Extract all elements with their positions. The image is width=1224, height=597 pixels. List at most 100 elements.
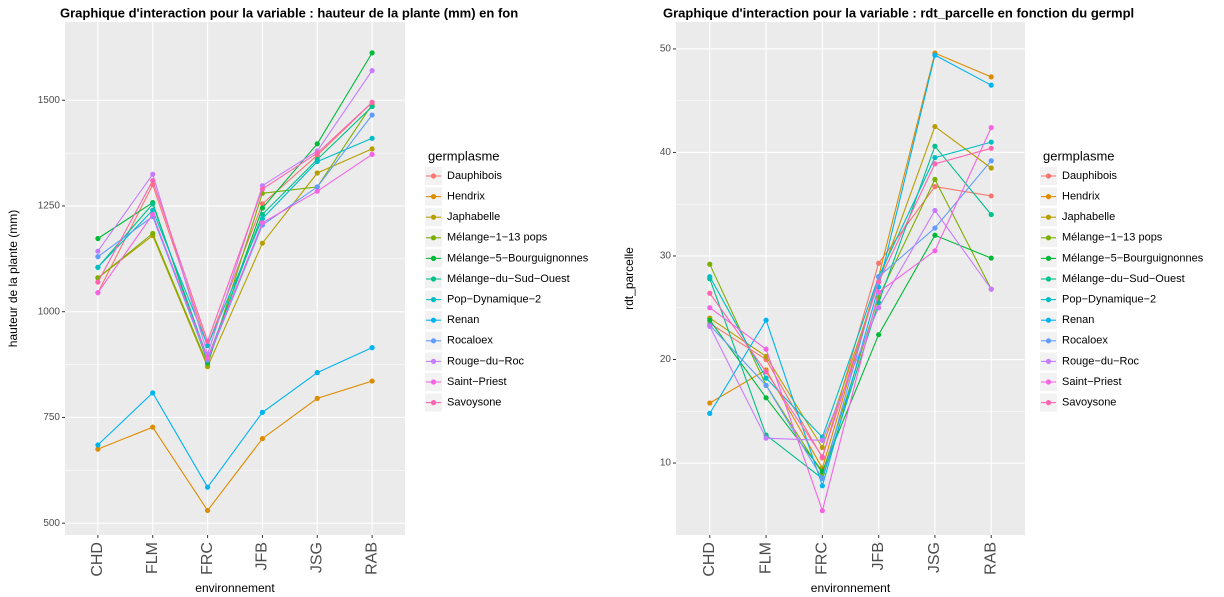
data-point xyxy=(95,290,101,296)
series-line xyxy=(97,70,373,356)
data-point xyxy=(763,353,769,360)
legend-label: Mélange−du−Sud−Ouest xyxy=(447,273,570,285)
data-point xyxy=(150,424,156,430)
data-point xyxy=(707,400,713,406)
series-line xyxy=(97,137,373,347)
legend-label: Mélange−1−13 pops xyxy=(1062,232,1163,244)
data-point xyxy=(763,317,769,323)
y-axis-title: rdt_parcelle xyxy=(622,247,636,310)
data-point xyxy=(369,68,375,74)
data-point xyxy=(988,82,994,88)
series-line xyxy=(709,160,992,480)
data-point xyxy=(876,299,882,306)
chart-title: Graphique d'interaction pour la variable… xyxy=(663,5,1134,20)
legend-key-point xyxy=(430,173,437,179)
series-line xyxy=(709,54,992,488)
data-point xyxy=(707,317,713,323)
data-point xyxy=(819,508,825,514)
y-tick-label: 20 xyxy=(660,354,672,365)
data-point xyxy=(259,435,266,442)
data-point xyxy=(314,184,320,190)
data-point xyxy=(95,279,101,285)
legend-label: Rocaloex xyxy=(1062,335,1108,347)
data-point xyxy=(932,176,938,182)
data-point xyxy=(204,338,211,344)
legend-label: Mélange−1−13 pops xyxy=(447,232,548,244)
data-point xyxy=(314,150,320,156)
chart-title: Graphique d'interaction pour la variable… xyxy=(60,5,518,20)
legend-label: Japhabelle xyxy=(447,211,500,223)
x-tick-label: FLM xyxy=(144,542,161,574)
y-tick-label: 40 xyxy=(660,147,672,158)
x-tick-label: FRC xyxy=(199,542,216,575)
legend-label: Saint−Priest xyxy=(1062,376,1122,388)
data-point xyxy=(707,261,713,267)
data-point xyxy=(988,286,994,292)
legend-label: Hendrix xyxy=(1062,191,1100,203)
data-point xyxy=(988,74,994,80)
data-point xyxy=(932,52,938,58)
data-point xyxy=(150,201,156,207)
data-point xyxy=(988,255,994,261)
legend-key-point xyxy=(1045,235,1052,241)
series-line xyxy=(709,125,992,449)
legend-label: Rocaloex xyxy=(447,335,493,347)
legend-key-point xyxy=(430,358,437,364)
data-point xyxy=(932,207,938,214)
series-line xyxy=(97,380,373,512)
legend-key-point xyxy=(1045,255,1052,261)
x-tick-label: JSG xyxy=(926,542,943,573)
x-tick-label: RAB xyxy=(982,542,999,575)
y-tick-label: 1500 xyxy=(38,95,61,106)
data-point xyxy=(259,216,266,222)
data-point xyxy=(369,378,375,384)
data-point xyxy=(314,395,320,401)
data-point xyxy=(988,139,994,145)
data-point xyxy=(204,507,211,514)
data-point xyxy=(707,290,713,296)
y-tick-label: 10 xyxy=(660,458,672,469)
legend: germplasme Dauphibois Hendrix Japhabelle Mél… xyxy=(425,148,589,412)
y-tick-label: 1000 xyxy=(38,306,61,317)
y-tick-label: 750 xyxy=(43,412,60,423)
legend: germplasme Dauphibois Hendrix Japhabelle Mél… xyxy=(1040,148,1204,412)
x-tick-label: JSG xyxy=(308,542,325,573)
legend-key-point xyxy=(430,400,437,406)
legend-label: Saint−Priest xyxy=(447,376,507,388)
legend-label: Mélange−5−Bourguignonnes xyxy=(1062,252,1204,264)
legend-label: Renan xyxy=(1062,314,1094,326)
data-point xyxy=(259,186,266,192)
data-point xyxy=(95,442,101,448)
series-line xyxy=(97,106,373,360)
data-point xyxy=(932,155,938,161)
data-point xyxy=(932,232,938,238)
x-tick-label: CHD xyxy=(89,542,106,577)
legend-key-point xyxy=(1045,338,1052,344)
data-point xyxy=(876,305,882,311)
data-point xyxy=(259,220,266,226)
legend-title: germplasme xyxy=(1043,148,1115,163)
data-point xyxy=(988,193,994,199)
data-point xyxy=(259,240,266,246)
x-tick-label: FLM xyxy=(757,542,774,574)
data-point xyxy=(988,165,994,171)
data-point xyxy=(204,355,211,361)
legend-label: Mélange−du−Sud−Ouest xyxy=(1062,273,1185,285)
data-point xyxy=(369,146,375,152)
data-point xyxy=(95,235,101,242)
data-point xyxy=(932,248,938,254)
legend-key-point xyxy=(1045,358,1052,364)
data-point xyxy=(314,188,320,194)
data-point xyxy=(314,141,320,147)
data-point xyxy=(369,135,375,141)
data-point xyxy=(988,211,994,218)
data-point xyxy=(932,225,938,231)
data-point xyxy=(150,207,156,213)
data-point xyxy=(314,158,320,165)
legend-label: Mélange−5−Bourguignonnes xyxy=(447,252,589,264)
data-point xyxy=(204,484,211,490)
data-point xyxy=(204,342,211,349)
data-point xyxy=(150,230,156,237)
data-point xyxy=(932,161,938,167)
